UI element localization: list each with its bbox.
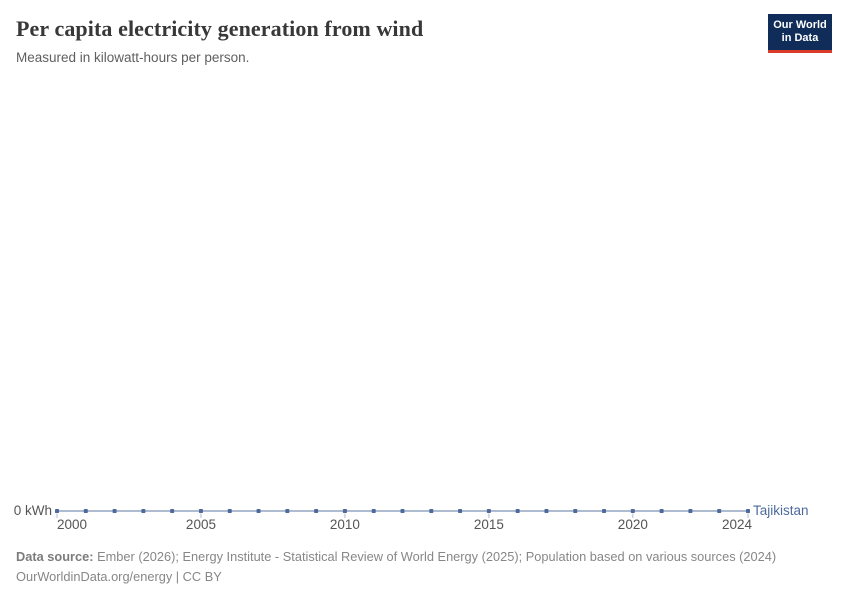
x-axis-tick-label: 2020 (617, 517, 648, 532)
x-axis-tick-label: 2015 (473, 517, 504, 532)
data-point[interactable] (83, 509, 88, 513)
data-point[interactable] (285, 509, 290, 513)
owid-logo-line2: in Data (781, 32, 819, 44)
data-point[interactable] (342, 509, 347, 513)
series-label-tajikistan[interactable]: Tajikistan (753, 503, 809, 518)
chart-subtitle: Measured in kilowatt-hours per person. (16, 50, 250, 65)
owid-logo-line1: Our World (773, 18, 827, 31)
citation-line: OurWorldinData.org/energy | CC BY (16, 569, 222, 584)
data-point[interactable] (227, 509, 232, 513)
data-point[interactable] (630, 509, 635, 513)
data-point[interactable] (486, 509, 491, 513)
data-point[interactable] (112, 509, 117, 513)
data-point[interactable] (371, 509, 376, 513)
chart-title: Per capita electricity generation from w… (16, 16, 424, 41)
data-point[interactable] (659, 509, 664, 513)
data-source-line: Data source: Ember (2026); Energy Instit… (16, 547, 834, 567)
data-point[interactable] (198, 509, 203, 513)
chart-footer: Data source: Ember (2026); Energy Instit… (16, 547, 834, 587)
data-point[interactable] (688, 509, 693, 513)
x-axis: 2000 2005 2010 2015 2020 2024 (0, 516, 850, 534)
data-point[interactable] (458, 509, 463, 513)
data-point[interactable] (141, 509, 146, 513)
data-point[interactable] (746, 509, 750, 513)
data-point[interactable] (170, 509, 175, 513)
data-point[interactable] (602, 509, 607, 513)
data-point[interactable] (314, 509, 319, 513)
x-axis-tick-label: 2010 (329, 517, 360, 532)
data-source-label: Data source: (16, 549, 94, 564)
data-point[interactable] (256, 509, 261, 513)
data-point[interactable] (515, 509, 520, 513)
data-point[interactable] (573, 509, 578, 513)
data-point[interactable] (400, 509, 405, 513)
data-point[interactable] (429, 509, 434, 513)
data-point[interactable] (544, 509, 549, 513)
x-axis-tick-label: 2024 (721, 517, 752, 532)
owid-logo[interactable]: Our World in Data (768, 14, 832, 53)
x-axis-tick-label: 2005 (185, 517, 216, 532)
data-point[interactable] (717, 509, 722, 513)
x-axis-tick-label: 2000 (57, 517, 88, 532)
data-point[interactable] (55, 509, 59, 513)
chart-header: Per capita electricity generation from w… (16, 15, 750, 66)
y-axis-zero-label: 0 kWh (13, 503, 52, 518)
data-source-text: Ember (2026); Energy Institute - Statist… (97, 549, 777, 564)
